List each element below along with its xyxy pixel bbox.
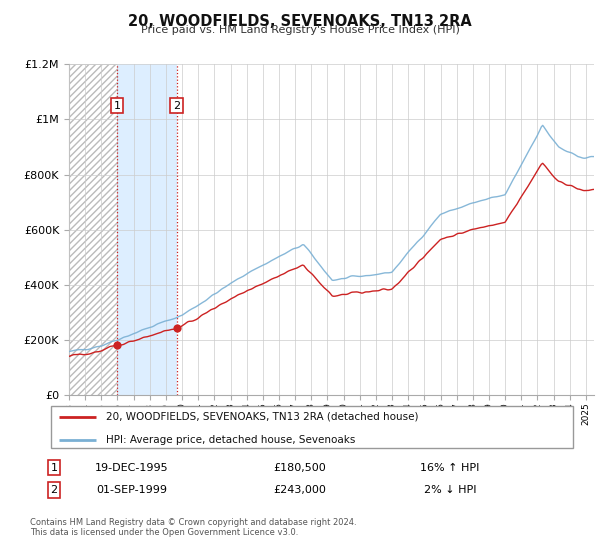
Text: £243,000: £243,000: [274, 485, 326, 495]
Text: 16% ↑ HPI: 16% ↑ HPI: [421, 463, 479, 473]
Point: [172, 324, 182, 333]
Text: £180,500: £180,500: [274, 463, 326, 473]
Text: 1: 1: [50, 463, 58, 473]
Text: Price paid vs. HM Land Registry's House Price Index (HPI): Price paid vs. HM Land Registry's House …: [140, 25, 460, 35]
Bar: [117, 64, 177, 395]
Text: 20, WOODFIELDS, SEVENOAKS, TN13 2RA: 20, WOODFIELDS, SEVENOAKS, TN13 2RA: [128, 14, 472, 29]
Point: [112, 340, 122, 349]
Bar: [69, 64, 117, 395]
Text: 19-DEC-1995: 19-DEC-1995: [95, 463, 169, 473]
Text: 2: 2: [50, 485, 58, 495]
Text: 1: 1: [113, 101, 121, 111]
Text: HPI: Average price, detached house, Sevenoaks: HPI: Average price, detached house, Seve…: [106, 435, 355, 445]
Text: 2: 2: [173, 101, 181, 111]
Text: 20, WOODFIELDS, SEVENOAKS, TN13 2RA (detached house): 20, WOODFIELDS, SEVENOAKS, TN13 2RA (det…: [106, 412, 419, 422]
FancyBboxPatch shape: [50, 405, 574, 449]
Text: 2% ↓ HPI: 2% ↓ HPI: [424, 485, 476, 495]
Text: Contains HM Land Registry data © Crown copyright and database right 2024.
This d: Contains HM Land Registry data © Crown c…: [30, 518, 356, 538]
Text: 01-SEP-1999: 01-SEP-1999: [97, 485, 167, 495]
